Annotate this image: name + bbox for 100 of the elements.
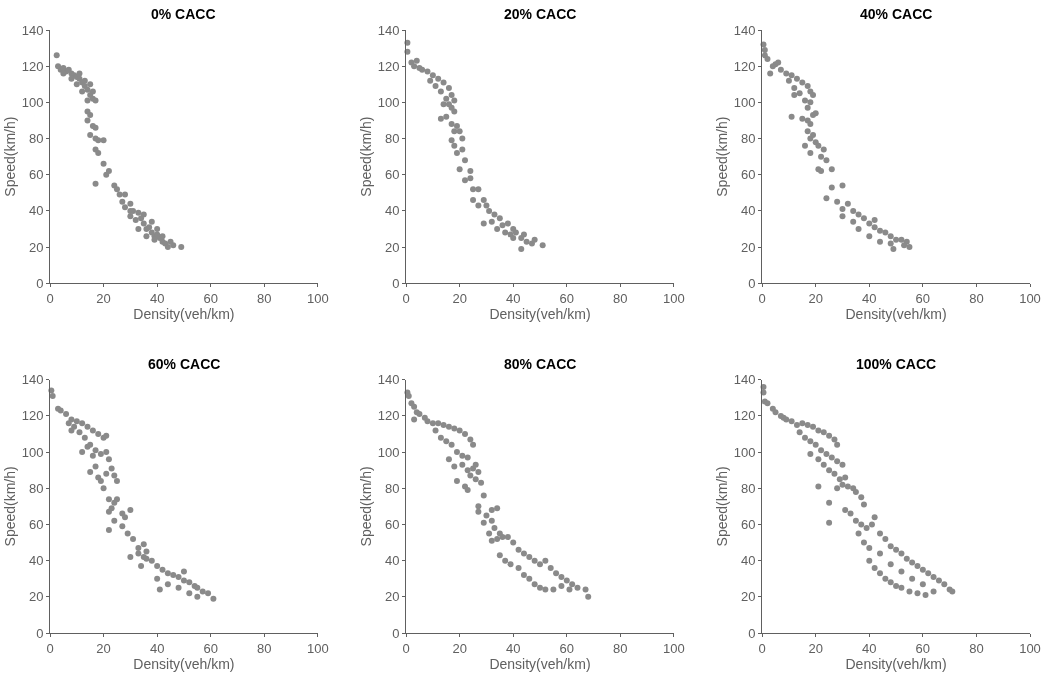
x-axis-title: Density(veh/km) [489,306,591,323]
y-tick-label: 20 [385,589,400,605]
y-tick-label: 20 [741,589,756,605]
x-axis-title: Density(veh/km) [133,655,235,672]
chart-title: 80% CACC [504,356,577,372]
x-tick-label: 20 [808,640,823,656]
y-tick-label: 140 [377,372,400,388]
y-tick-label: 80 [28,480,44,496]
x-tick-label: 40 [505,290,521,306]
y-axis-title: Speed(km/h) [714,116,731,197]
x-tick-label: 0 [402,290,410,306]
x-tick-label: 0 [402,640,410,656]
y-tick-label: 40 [28,553,44,569]
x-tick-label: 100 [307,290,329,306]
y-tick-label: 60 [741,517,756,533]
y-tick-label: 80 [741,131,756,147]
x-tick-label: 20 [452,640,467,656]
y-tick-label: 40 [741,553,756,569]
x-tick-label: 60 [915,640,931,656]
y-tick-label: 100 [733,444,756,460]
x-tick-label: 100 [1019,640,1041,656]
x-tick-label: 60 [915,290,931,306]
y-tick-label: 60 [385,167,400,183]
x-tick-label: 40 [149,290,165,306]
y-tick-label: 0 [392,625,400,641]
y-tick-label: 60 [28,517,44,533]
y-tick-label: 140 [21,22,44,38]
y-tick-label: 120 [377,408,400,424]
y-tick-label: 20 [385,239,400,255]
y-axis-title: Speed(km/h) [358,466,375,547]
x-tick-label: 80 [257,640,272,656]
x-tick-label: 80 [969,290,984,306]
y-axis-title: Speed(km/h) [358,116,375,197]
y-tick-label: 80 [28,131,44,147]
chart-title: 100% CACC [856,356,937,372]
y-tick-label: 120 [733,408,756,424]
x-tick-label: 60 [203,290,218,306]
y-tick-label: 40 [385,203,400,219]
y-axis-title: Speed(km/h) [2,116,19,197]
y-tick-label: 140 [21,372,44,388]
y-tick-label: 120 [21,408,44,424]
y-tick-label: 100 [733,94,756,110]
chart-title: 40% CACC [860,6,933,22]
x-tick-label: 0 [758,290,766,306]
chart-title: 20% CACC [504,6,577,22]
x-tick-label: 20 [96,640,111,656]
y-tick-label: 100 [377,94,400,110]
chart-title: 0% CACC [151,6,216,22]
x-tick-label: 100 [663,290,685,306]
x-tick-label: 20 [452,290,467,306]
y-axis-title: Speed(km/h) [714,466,731,547]
y-tick-label: 20 [28,239,44,255]
x-axis-title: Density(veh/km) [133,306,235,323]
y-tick-label: 140 [377,22,400,38]
chart-title: 60% CACC [148,356,221,372]
y-tick-label: 60 [28,167,44,183]
y-tick-label: 20 [741,239,756,255]
y-tick-label: 20 [28,589,44,605]
x-tick-label: 40 [505,640,521,656]
y-tick-label: 100 [21,444,44,460]
x-axis-title: Density(veh/km) [845,655,947,672]
y-tick-label: 40 [385,553,400,569]
x-tick-label: 60 [559,290,575,306]
x-tick-label: 60 [203,640,218,656]
x-tick-label: 80 [613,640,628,656]
x-axis-title: Density(veh/km) [845,306,947,323]
y-tick-label: 120 [21,58,44,74]
x-tick-label: 0 [758,640,766,656]
x-tick-label: 80 [257,290,272,306]
y-tick-label: 120 [733,58,756,74]
y-tick-label: 140 [733,372,756,388]
y-tick-label: 60 [741,167,756,183]
x-tick-label: 80 [969,640,984,656]
y-tick-label: 80 [385,131,400,147]
y-tick-label: 120 [377,58,400,74]
y-tick-label: 80 [741,480,756,496]
x-axis-title: Density(veh/km) [489,655,591,672]
y-axis-title: Speed(km/h) [2,466,19,547]
y-tick-label: 0 [748,275,756,291]
y-tick-label: 140 [733,22,756,38]
x-tick-label: 0 [46,640,54,656]
y-tick-label: 40 [28,203,44,219]
x-tick-label: 40 [149,640,165,656]
x-tick-label: 100 [663,640,685,656]
y-tick-label: 40 [741,203,756,219]
y-tick-label: 60 [385,517,400,533]
x-tick-label: 100 [307,640,329,656]
x-tick-label: 100 [1019,290,1041,306]
x-tick-label: 40 [862,290,877,306]
y-tick-label: 0 [36,275,44,291]
y-tick-label: 100 [21,94,44,110]
x-tick-label: 60 [559,640,575,656]
y-tick-label: 0 [392,275,400,291]
y-tick-label: 80 [385,480,400,496]
x-tick-label: 80 [613,290,628,306]
y-tick-label: 100 [377,444,400,460]
y-tick-label: 0 [36,625,44,641]
x-tick-label: 20 [808,290,823,306]
y-tick-label: 0 [748,625,756,641]
x-tick-label: 20 [96,290,111,306]
